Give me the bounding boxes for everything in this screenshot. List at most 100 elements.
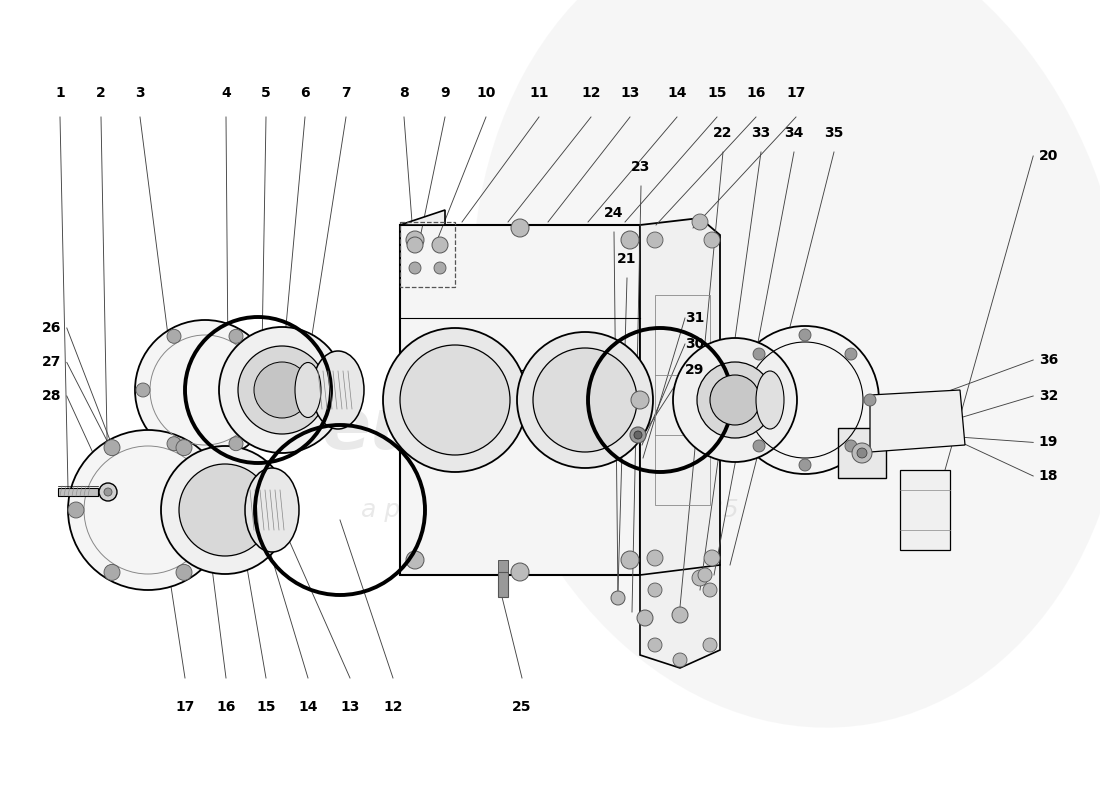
Text: 5: 5 [261,86,271,100]
Circle shape [647,550,663,566]
Circle shape [703,638,717,652]
Circle shape [621,551,639,569]
Circle shape [845,440,857,452]
Circle shape [631,391,649,409]
Text: 32: 32 [1038,389,1058,403]
Circle shape [630,427,646,443]
Polygon shape [870,390,965,452]
Text: eurospares: eurospares [321,395,779,465]
Circle shape [400,345,510,455]
Circle shape [512,563,529,581]
Circle shape [512,219,529,237]
Text: 25: 25 [513,700,531,714]
Circle shape [104,564,120,580]
Text: 6: 6 [300,86,310,100]
Circle shape [637,610,653,626]
Circle shape [534,348,637,452]
Circle shape [135,320,275,460]
Circle shape [648,583,662,597]
Text: 15: 15 [256,700,276,714]
Circle shape [647,232,663,248]
Text: 23: 23 [631,160,651,174]
Text: 10: 10 [476,86,496,100]
Circle shape [704,232,720,248]
Circle shape [99,483,117,501]
Circle shape [754,348,764,360]
Circle shape [167,437,182,450]
Circle shape [68,430,228,590]
Text: 13: 13 [340,700,360,714]
Circle shape [673,338,797,462]
Text: 15: 15 [707,86,727,100]
Polygon shape [400,210,446,225]
Text: 21: 21 [617,252,637,266]
Bar [498,572,508,597]
Circle shape [704,550,720,566]
Circle shape [176,440,192,456]
Circle shape [648,638,662,652]
Text: 22: 22 [713,126,733,140]
Circle shape [260,383,274,397]
Text: 27: 27 [42,355,62,370]
Polygon shape [640,218,720,582]
Circle shape [104,440,120,456]
Circle shape [799,329,811,341]
Circle shape [136,383,150,397]
Circle shape [799,459,811,471]
Circle shape [229,330,243,343]
Text: 9: 9 [440,86,450,100]
Circle shape [406,231,424,249]
Circle shape [212,502,228,518]
Circle shape [167,330,182,343]
Bar [838,428,886,478]
Circle shape [852,443,872,463]
Circle shape [703,583,717,597]
Ellipse shape [472,0,1100,728]
Text: 16: 16 [746,86,766,100]
Circle shape [857,448,867,458]
Text: 13: 13 [620,86,640,100]
Circle shape [692,570,708,586]
Polygon shape [900,470,950,550]
Circle shape [176,564,192,580]
Circle shape [673,653,688,667]
Ellipse shape [756,371,784,429]
Circle shape [754,440,764,452]
Text: 26: 26 [42,321,62,335]
Text: 34: 34 [784,126,804,140]
Bar [58,488,98,496]
Text: 2: 2 [96,86,106,100]
Circle shape [734,394,746,406]
Circle shape [672,607,688,623]
Text: 29: 29 [685,363,704,377]
Circle shape [621,231,639,249]
Circle shape [692,214,708,230]
Bar [400,222,455,287]
Text: 14: 14 [298,700,318,714]
Circle shape [104,488,112,496]
Circle shape [697,362,773,438]
Bar [400,225,640,575]
Circle shape [517,332,653,468]
Text: 35: 35 [824,126,844,140]
Text: 3: 3 [135,86,145,100]
Circle shape [406,551,424,569]
Polygon shape [640,565,720,668]
Circle shape [383,328,527,472]
Text: 28: 28 [42,389,62,403]
Bar [498,560,508,582]
Text: 18: 18 [1038,469,1058,483]
Circle shape [634,431,642,439]
Text: 8: 8 [399,86,409,100]
Text: 12: 12 [383,700,403,714]
Text: 14: 14 [668,86,686,100]
Text: a passion for parts since 1985: a passion for parts since 1985 [361,498,739,522]
Circle shape [407,237,424,253]
Text: 36: 36 [1038,353,1058,367]
Text: 17: 17 [786,86,805,100]
Text: 12: 12 [581,86,601,100]
Ellipse shape [245,468,299,552]
Circle shape [179,464,271,556]
Circle shape [238,346,326,434]
Text: 16: 16 [217,700,235,714]
